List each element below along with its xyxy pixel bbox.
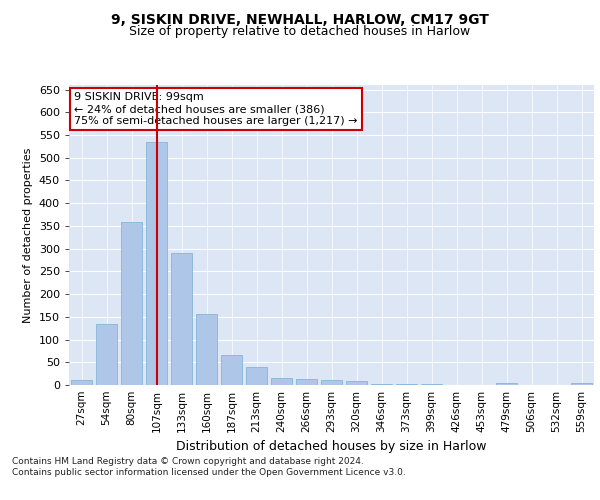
Bar [371,384,392,385]
Bar [321,380,342,385]
Text: 9 SISKIN DRIVE: 99sqm
← 24% of detached houses are smaller (386)
75% of semi-det: 9 SISKIN DRIVE: 99sqm ← 24% of detached … [74,92,358,126]
Text: Contains HM Land Registry data © Crown copyright and database right 2024.
Contai: Contains HM Land Registry data © Crown c… [12,458,406,477]
Bar [71,380,92,385]
Bar [246,367,267,385]
Bar [96,324,117,385]
Bar [121,222,142,385]
Bar [271,378,292,385]
Bar [396,384,417,385]
Bar [496,383,517,385]
Bar [421,384,442,385]
Bar [296,378,317,385]
Bar [221,354,242,385]
Bar [571,382,592,385]
Text: Size of property relative to detached houses in Harlow: Size of property relative to detached ho… [130,25,470,38]
Bar [196,314,217,385]
Bar [146,142,167,385]
Bar [346,382,367,385]
X-axis label: Distribution of detached houses by size in Harlow: Distribution of detached houses by size … [176,440,487,454]
Bar [171,253,192,385]
Text: 9, SISKIN DRIVE, NEWHALL, HARLOW, CM17 9GT: 9, SISKIN DRIVE, NEWHALL, HARLOW, CM17 9… [111,12,489,26]
Y-axis label: Number of detached properties: Number of detached properties [23,148,33,322]
